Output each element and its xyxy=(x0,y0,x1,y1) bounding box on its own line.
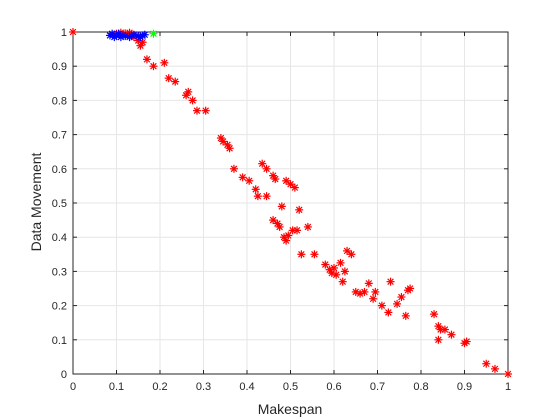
data-point xyxy=(504,370,512,378)
data-point xyxy=(447,330,456,339)
x-tick-label: 0.3 xyxy=(196,381,211,393)
data-point xyxy=(397,293,406,302)
y-tick-label: 0 xyxy=(61,369,67,381)
data-point xyxy=(271,175,280,184)
data-point xyxy=(129,30,138,39)
y-tick-label: 0.1 xyxy=(52,335,67,347)
data-point xyxy=(330,263,338,272)
data-point xyxy=(295,205,304,214)
y-tick-label: 0.9 xyxy=(52,61,67,73)
x-tick-label: 0.5 xyxy=(283,381,298,393)
grid xyxy=(72,31,509,375)
data-point xyxy=(262,192,271,201)
data-point xyxy=(332,270,341,279)
data-point xyxy=(393,299,402,308)
x-tick-label: 0 xyxy=(70,381,76,393)
data-point xyxy=(293,226,302,235)
data-point xyxy=(384,308,393,317)
x-tick-label: 0.4 xyxy=(239,381,254,393)
y-tick-label: 0.5 xyxy=(52,198,67,210)
data-point xyxy=(142,55,151,64)
data-point xyxy=(310,250,319,259)
x-tick-label: 0.9 xyxy=(457,381,472,393)
plot-frame xyxy=(72,31,509,375)
data-point xyxy=(171,77,180,86)
data-point xyxy=(338,277,347,286)
data-point xyxy=(277,202,286,211)
data-point xyxy=(251,185,260,194)
data-point xyxy=(343,246,352,255)
data-point xyxy=(406,284,415,293)
y-tick-label: 0.6 xyxy=(52,164,67,176)
data-point xyxy=(430,310,439,319)
data-point xyxy=(258,159,267,168)
x-tick-label: 0.7 xyxy=(370,381,385,393)
data-point xyxy=(290,183,299,192)
data-point xyxy=(149,62,158,71)
data-point xyxy=(282,236,291,245)
data-point xyxy=(149,29,158,38)
data-point xyxy=(371,287,380,296)
data-point xyxy=(253,192,262,201)
data-point xyxy=(297,250,306,259)
data-point xyxy=(434,335,443,344)
data-point xyxy=(369,294,378,303)
data-point xyxy=(282,176,291,185)
data-point xyxy=(340,267,349,276)
data-point xyxy=(160,58,169,67)
x-tick-label: 0.8 xyxy=(413,381,428,393)
data-point xyxy=(192,106,201,115)
data-point xyxy=(164,74,173,83)
data-point xyxy=(462,337,471,346)
data-point xyxy=(303,222,312,231)
y-tick-label: 0.3 xyxy=(52,266,67,278)
y-tick-label: 1 xyxy=(61,27,67,39)
data-point xyxy=(275,222,284,231)
data-point xyxy=(482,359,491,368)
data-point xyxy=(188,96,197,105)
data-point xyxy=(401,311,410,320)
data-point xyxy=(269,216,278,225)
data-point xyxy=(69,28,77,36)
data-point xyxy=(184,87,193,96)
data-point xyxy=(245,176,254,185)
data-point xyxy=(140,30,149,39)
x-tick-label: 0.1 xyxy=(109,381,124,393)
x-tick-label: 1 xyxy=(505,381,511,393)
data-point xyxy=(347,250,356,259)
y-axis-label: Data Movement xyxy=(28,152,44,251)
y-tick-label: 0.4 xyxy=(52,232,67,244)
y-tick-label: 0.2 xyxy=(52,301,67,313)
x-tick-label: 0.2 xyxy=(152,381,167,393)
data-points xyxy=(69,28,512,378)
data-point xyxy=(364,279,373,288)
axes xyxy=(72,31,509,375)
y-tick-label: 0.7 xyxy=(52,130,67,142)
x-tick-label: 0.6 xyxy=(326,381,341,393)
data-point xyxy=(238,173,247,182)
tick-labels: 0 0.1 0.2 0.3 0.4 0.5 0.6 0.7 0.8 0.9 1 0 0.1 0.2 0.3 0… xyxy=(52,27,511,393)
data-point xyxy=(286,180,295,189)
data-point xyxy=(377,301,386,310)
data-point xyxy=(229,164,238,173)
y-tick-label: 0.8 xyxy=(52,95,67,107)
data-point xyxy=(225,144,234,153)
data-point xyxy=(440,325,449,334)
data-point xyxy=(360,287,369,296)
data-point xyxy=(262,164,271,173)
data-point xyxy=(336,258,345,267)
data-point xyxy=(490,364,499,373)
data-point xyxy=(219,137,228,146)
data-point xyxy=(386,277,395,286)
x-axis-label: Makespan xyxy=(258,401,323,417)
data-point xyxy=(201,106,210,115)
